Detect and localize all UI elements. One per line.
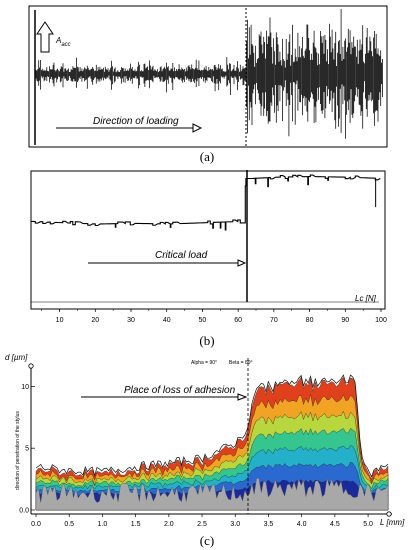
panel-c-x-tick-label: 3.5	[264, 521, 274, 528]
panel-c-x-tick-label: 1.0	[98, 521, 108, 528]
panel-c-y-tick-label: 5	[25, 446, 29, 453]
direction-of-loading-label: Direction of loading	[93, 116, 179, 127]
panel-b-tick-label: 80	[306, 317, 314, 324]
panel-b-tick-label: 30	[127, 317, 135, 324]
panel-c-x-tick-label: 4.5	[330, 521, 340, 528]
panel-c-surface	[35, 374, 389, 511]
loss-of-adhesion-label: Place of loss of adhesion	[124, 385, 236, 396]
acoustic-signal-trace	[35, 9, 383, 139]
panel-b-tick-label: 90	[341, 317, 349, 324]
panel-a-ylabel: Aacc	[55, 36, 71, 48]
panel-b-tick-label: 50	[199, 317, 207, 324]
direction-arrow-icon	[192, 123, 203, 133]
adhesion-arrow-icon	[237, 393, 248, 401]
panel-c-x-tick-label: 3.0	[230, 521, 240, 528]
panel-a-frame	[28, 5, 388, 148]
panel-b-trace	[31, 174, 381, 231]
panel-b-xlabel: Lc [N]	[355, 294, 377, 303]
panel-c-ticks: 0.0 0.5 1.0 1.5 2.0 2.5 3.0 3.5 4.0 4.5 5.0 0.0 5 10	[19, 384, 373, 528]
panel-c-x-tick-label: 1.5	[131, 521, 141, 528]
up-arrow-icon	[36, 21, 54, 53]
caption-b: (b)	[199, 333, 214, 348]
panel-b: 10 20 30 40 50 60 70 80 90 100 Critical load Lc […	[30, 170, 387, 348]
panel-c-x-tick-label: 0.0	[31, 521, 41, 528]
panel-a-signal	[35, 9, 383, 139]
caption-a: (a)	[200, 149, 214, 164]
alpha-label: Alpha = 90°	[191, 360, 217, 366]
panel-c-x-tick-label: 0.5	[64, 521, 74, 528]
caption-c: (c)	[200, 533, 214, 548]
panel-a: Aacc Direction of loading (a)	[28, 5, 388, 164]
surface-top-edge	[35, 374, 389, 478]
panel-c-y-tick-label: 0.0	[19, 508, 29, 515]
critical-load-label: Critical load	[155, 250, 208, 261]
x-axis-end-marker	[386, 511, 392, 517]
surface-base	[35, 477, 389, 511]
panel-b-tick-label: 60	[234, 317, 242, 324]
panel-c-x-tick-label: 2.5	[197, 521, 207, 528]
panel-c-y-tick-label: 10	[21, 384, 29, 391]
panel-b-tick-label: 70	[270, 317, 278, 324]
panel-b-frame	[30, 170, 386, 310]
panel-c: 0.0 0.5 1.0 1.5 2.0 2.5 3.0 3.5 4.0 4.5 5.00.0510 …	[5, 353, 405, 548]
critical-load-arrow-icon	[237, 259, 247, 267]
panel-c-xlabel: L [mm]	[380, 518, 405, 527]
panel-b-tick-label: 20	[91, 317, 99, 324]
panel-b-tick-label: 10	[56, 317, 64, 324]
panel-c-x-tick-label: 4.0	[297, 521, 307, 528]
panel-b-tick-label: 100	[375, 317, 387, 324]
panel-c-ylabel: d [µm]	[5, 353, 28, 362]
beta-label: Beta = 89°	[229, 360, 253, 366]
panel-c-x-tick-label: 2.0	[164, 521, 174, 528]
panel-b-ticks: 10 20 30 40 50 60 70 80 90 100	[41, 178, 387, 324]
panel-c-x-tick-label: 5.0	[363, 521, 373, 528]
panel-b-tick-label: 40	[163, 317, 171, 324]
panel-c-side-label: direction of penetration of the stylus	[15, 411, 21, 490]
y-axis-end-marker	[28, 363, 34, 369]
